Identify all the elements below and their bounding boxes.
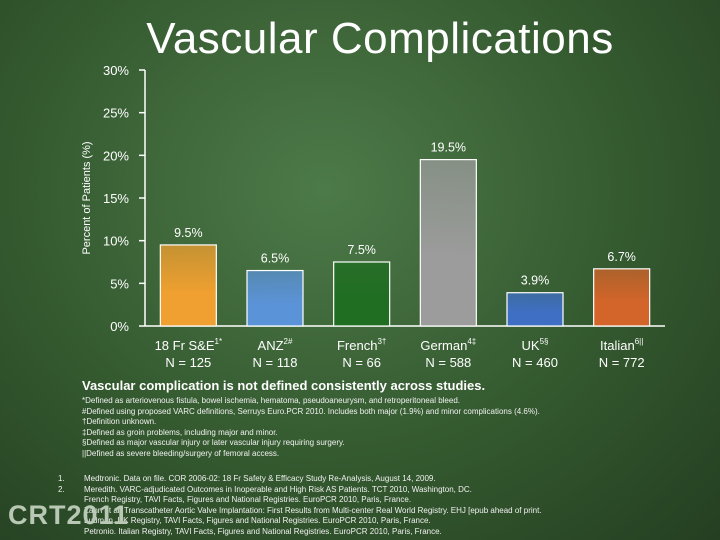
definition-item: ||Defined as severe bleeding/surgery of … xyxy=(82,448,280,458)
data-label: 3.9% xyxy=(521,274,550,288)
reference-text: Petronio. Italian Registry, TAVI Facts, … xyxy=(84,526,442,536)
reference-item: 1. Medtronic. Data on file. COR 2006-02: … xyxy=(58,474,708,485)
y-tick-label: 15% xyxy=(103,191,129,206)
data-label: 9.5% xyxy=(174,226,203,240)
y-axis-label: Percent of Patients (%) xyxy=(81,141,93,254)
reference-text: Zahn et al. Transcatheter Aortic Valve I… xyxy=(84,505,542,515)
y-tick-label: 5% xyxy=(110,276,129,291)
bar xyxy=(246,269,304,327)
x-tick-label: ANZ2# xyxy=(258,337,293,353)
y-tick-label: 25% xyxy=(103,106,129,121)
definition-item: §Defined as major vascular injury or lat… xyxy=(82,438,345,447)
y-tick-label: 10% xyxy=(103,234,129,249)
y-tick-label: 0% xyxy=(110,319,129,334)
x-tick-sample-size: N = 66 xyxy=(342,355,381,370)
bar-chart: 0% 5% 10% 15% 20% 25% 30% Percent of Patients (… xyxy=(81,63,651,370)
definition-item: #Defined using proposed VARC definitions… xyxy=(82,406,540,416)
page-title: Vascular Complications xyxy=(146,14,614,63)
bar xyxy=(333,261,391,327)
definition-item: †Definition unknown. xyxy=(82,417,157,426)
reference-item: 2. Meredith. VARC-adjudicated Outcomes in… xyxy=(58,485,708,496)
reference-item: Ludman. UK Registry, TAVI Facts, Figures… xyxy=(58,516,708,527)
y-tick-label: 30% xyxy=(103,63,129,78)
x-tick-label: UK5§ xyxy=(522,337,549,353)
chart-note: Vascular complication is not defined con… xyxy=(82,378,486,393)
definitions-list: *Defined as arteriovenous fistula, bowel… xyxy=(82,396,712,459)
reference-item: Zahn et al. Transcatheter Aortic Valve I… xyxy=(58,506,708,517)
x-tick-sample-size: N = 772 xyxy=(599,355,645,370)
x-tick-label: 18 Fr S&E1* xyxy=(155,337,223,353)
reference-text: Ludman. UK Registry, TAVI Facts, Figures… xyxy=(84,516,431,525)
bar xyxy=(593,268,651,327)
data-label: 7.5% xyxy=(347,243,376,257)
reference-number: 1. xyxy=(58,474,65,483)
x-tick-sample-size: N = 118 xyxy=(253,355,298,370)
x-tick-sample-size: N = 460 xyxy=(512,355,558,370)
reference-number: 2. xyxy=(58,484,65,494)
definition-item: *Defined as arteriovenous fistula, bowel… xyxy=(82,396,460,405)
data-label: 6.7% xyxy=(607,250,636,264)
x-tick-label: French3† xyxy=(337,337,386,353)
bar xyxy=(419,159,477,327)
x-tick-label: Italian6|| xyxy=(600,337,643,353)
x-tick-sample-size: N = 125 xyxy=(165,355,211,370)
x-tick-sample-size: N = 588 xyxy=(425,355,471,370)
bar xyxy=(506,292,564,327)
y-tick-label: 20% xyxy=(103,148,129,163)
data-label: 6.5% xyxy=(261,252,290,266)
reference-item: French Registry, TAVI Facts, Figures and… xyxy=(58,495,708,506)
reference-text: Meredith. VARC-adjudicated Outcomes in I… xyxy=(84,484,472,494)
reference-item: Petronio. Italian Registry, TAVI Facts, … xyxy=(58,527,708,538)
definition-item: ‡Defined as groin problems, including ma… xyxy=(82,427,278,437)
reference-text: French Registry, TAVI Facts, Figures and… xyxy=(84,495,412,504)
data-label: 19.5% xyxy=(431,141,466,155)
x-tick-label: German4‡ xyxy=(420,337,476,353)
logo: CRT2011 xyxy=(8,500,130,530)
bar xyxy=(159,244,217,327)
reference-text: Medtronic. Data on file. COR 2006-02: 18… xyxy=(84,474,436,483)
references-list: 1. Medtronic. Data on file. COR 2006-02: … xyxy=(58,474,708,537)
